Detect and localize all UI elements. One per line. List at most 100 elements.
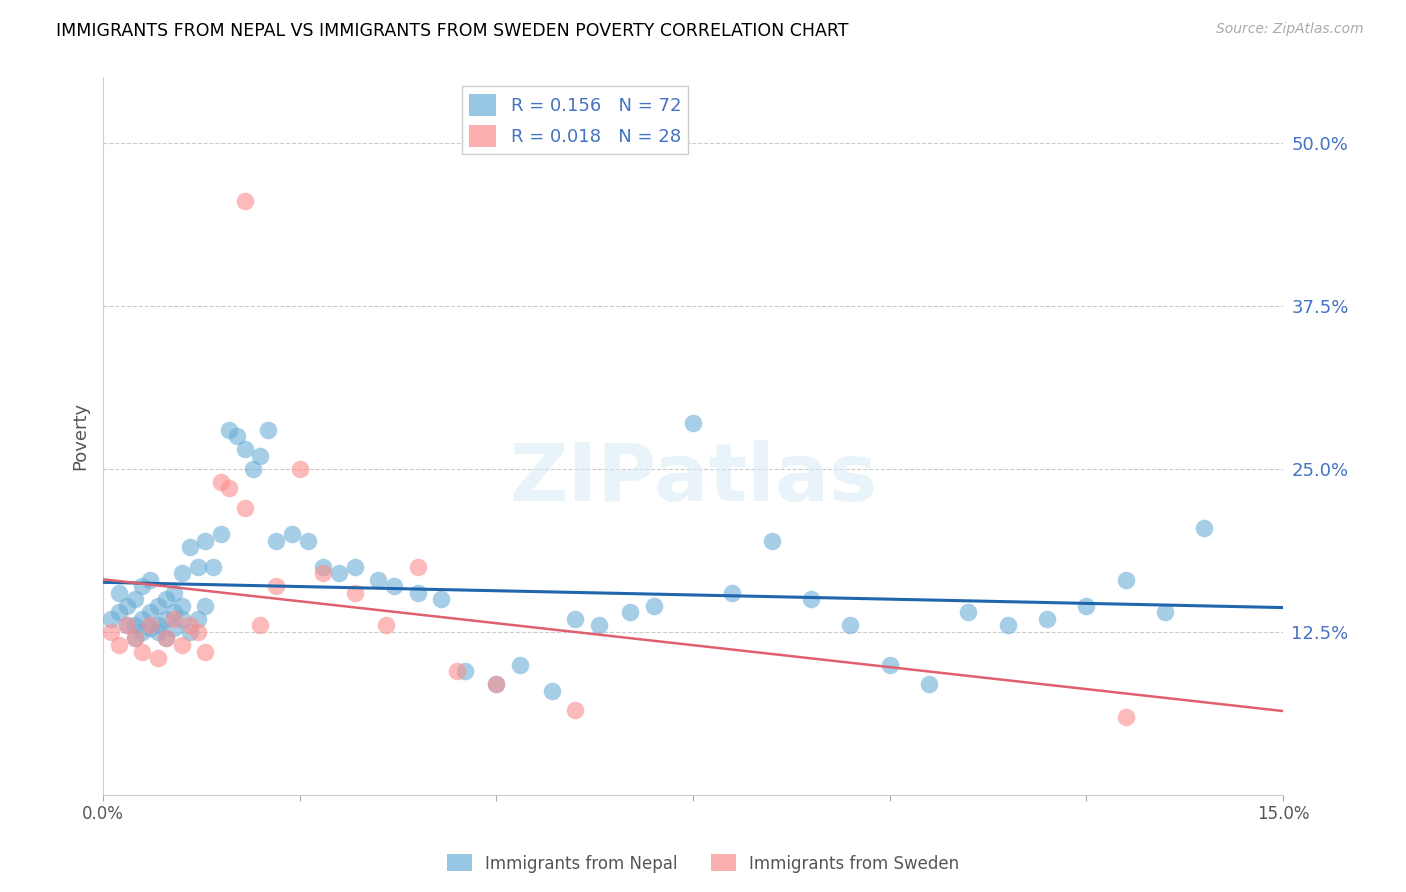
Point bbox=[170, 566, 193, 581]
Point bbox=[264, 579, 287, 593]
Point bbox=[682, 416, 704, 430]
Point bbox=[139, 606, 162, 620]
Point bbox=[997, 618, 1019, 632]
Point bbox=[179, 624, 201, 639]
Point bbox=[194, 644, 217, 658]
Point bbox=[155, 632, 177, 646]
Point bbox=[115, 599, 138, 613]
Point bbox=[131, 644, 153, 658]
Point bbox=[297, 533, 319, 548]
Point bbox=[194, 599, 217, 613]
Legend: R = 0.156   N = 72, R = 0.018   N = 28: R = 0.156 N = 72, R = 0.018 N = 28 bbox=[463, 87, 689, 154]
Point bbox=[918, 677, 941, 691]
Point bbox=[124, 632, 146, 646]
Point bbox=[186, 624, 208, 639]
Point bbox=[485, 677, 508, 691]
Point bbox=[375, 618, 398, 632]
Point bbox=[115, 618, 138, 632]
Point bbox=[643, 599, 665, 613]
Point bbox=[108, 606, 131, 620]
Point bbox=[186, 559, 208, 574]
Point bbox=[186, 612, 208, 626]
Point bbox=[406, 586, 429, 600]
Point bbox=[564, 703, 586, 717]
Point bbox=[312, 566, 335, 581]
Point bbox=[1115, 710, 1137, 724]
Point bbox=[879, 657, 901, 672]
Legend: Immigrants from Nepal, Immigrants from Sweden: Immigrants from Nepal, Immigrants from S… bbox=[440, 847, 966, 880]
Point bbox=[108, 586, 131, 600]
Point bbox=[218, 423, 240, 437]
Point bbox=[509, 657, 531, 672]
Point bbox=[209, 527, 232, 541]
Point bbox=[155, 612, 177, 626]
Point bbox=[1115, 573, 1137, 587]
Point bbox=[163, 606, 186, 620]
Point bbox=[406, 559, 429, 574]
Point bbox=[131, 624, 153, 639]
Point bbox=[218, 482, 240, 496]
Point bbox=[139, 621, 162, 635]
Text: Source: ZipAtlas.com: Source: ZipAtlas.com bbox=[1216, 22, 1364, 37]
Point bbox=[100, 612, 122, 626]
Point bbox=[454, 664, 477, 678]
Point bbox=[721, 586, 744, 600]
Point bbox=[1154, 606, 1177, 620]
Point bbox=[170, 638, 193, 652]
Point bbox=[430, 592, 453, 607]
Point bbox=[367, 573, 389, 587]
Point bbox=[233, 501, 256, 516]
Point bbox=[202, 559, 225, 574]
Point bbox=[233, 442, 256, 457]
Point bbox=[839, 618, 862, 632]
Point bbox=[225, 429, 247, 443]
Point bbox=[139, 573, 162, 587]
Point bbox=[343, 586, 366, 600]
Point bbox=[209, 475, 232, 489]
Point bbox=[249, 618, 271, 632]
Point bbox=[485, 677, 508, 691]
Point bbox=[163, 612, 186, 626]
Point bbox=[131, 579, 153, 593]
Point bbox=[100, 624, 122, 639]
Point bbox=[564, 612, 586, 626]
Point bbox=[170, 599, 193, 613]
Point bbox=[540, 683, 562, 698]
Point bbox=[124, 592, 146, 607]
Point bbox=[264, 533, 287, 548]
Point bbox=[155, 632, 177, 646]
Y-axis label: Poverty: Poverty bbox=[72, 402, 89, 470]
Point bbox=[257, 423, 280, 437]
Point bbox=[148, 618, 170, 632]
Point bbox=[124, 618, 146, 632]
Point bbox=[163, 586, 186, 600]
Point bbox=[163, 621, 186, 635]
Point bbox=[194, 533, 217, 548]
Point bbox=[800, 592, 823, 607]
Point bbox=[148, 599, 170, 613]
Point bbox=[382, 579, 405, 593]
Point bbox=[124, 632, 146, 646]
Point bbox=[242, 462, 264, 476]
Text: IMMIGRANTS FROM NEPAL VS IMMIGRANTS FROM SWEDEN POVERTY CORRELATION CHART: IMMIGRANTS FROM NEPAL VS IMMIGRANTS FROM… bbox=[56, 22, 849, 40]
Point bbox=[1076, 599, 1098, 613]
Point bbox=[115, 618, 138, 632]
Point bbox=[957, 606, 980, 620]
Point bbox=[328, 566, 350, 581]
Point bbox=[233, 194, 256, 209]
Point bbox=[148, 651, 170, 665]
Point bbox=[446, 664, 468, 678]
Point bbox=[281, 527, 304, 541]
Point bbox=[179, 618, 201, 632]
Point bbox=[108, 638, 131, 652]
Point bbox=[761, 533, 783, 548]
Point bbox=[312, 559, 335, 574]
Point bbox=[131, 612, 153, 626]
Point bbox=[148, 624, 170, 639]
Point bbox=[588, 618, 610, 632]
Point bbox=[343, 559, 366, 574]
Point bbox=[288, 462, 311, 476]
Point bbox=[139, 618, 162, 632]
Point bbox=[170, 612, 193, 626]
Point bbox=[179, 540, 201, 554]
